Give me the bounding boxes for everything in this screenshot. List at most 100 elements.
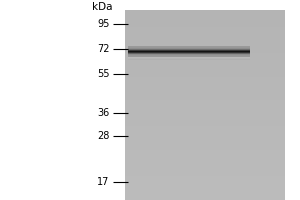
Text: 95: 95 — [97, 19, 110, 29]
Bar — [124, 124, 285, 126]
Bar — [128, 56, 250, 57]
Bar — [124, 33, 285, 36]
Bar — [128, 48, 250, 49]
Bar — [128, 47, 250, 48]
Bar — [124, 195, 285, 198]
Bar — [128, 51, 250, 52]
Bar — [124, 178, 285, 181]
Bar — [124, 59, 285, 62]
Bar — [124, 176, 285, 179]
Bar — [124, 71, 285, 74]
Bar — [124, 81, 285, 84]
Bar — [124, 145, 285, 148]
Text: kDa: kDa — [92, 2, 112, 12]
Bar — [124, 197, 285, 200]
Bar — [124, 162, 285, 164]
Bar — [124, 152, 285, 155]
Bar — [128, 58, 250, 59]
Bar — [128, 53, 250, 54]
Bar — [124, 74, 285, 77]
Bar — [128, 58, 250, 59]
Bar — [124, 169, 285, 172]
Bar — [124, 159, 285, 162]
Bar — [0, 0, 112, 200]
Bar — [128, 59, 250, 60]
Bar — [124, 90, 285, 93]
Bar — [128, 46, 250, 47]
Bar — [124, 181, 285, 183]
Bar — [124, 100, 285, 103]
Bar — [124, 88, 285, 91]
Bar — [128, 48, 250, 49]
Bar — [124, 105, 285, 107]
Bar — [128, 52, 250, 53]
Bar — [124, 173, 285, 176]
Bar — [124, 36, 285, 38]
Bar — [124, 17, 285, 20]
Text: 28: 28 — [97, 131, 110, 141]
Bar — [128, 54, 250, 55]
Bar — [124, 69, 285, 72]
Bar — [124, 67, 285, 69]
Bar — [124, 43, 285, 46]
Bar — [128, 56, 250, 57]
Bar — [124, 138, 285, 141]
Bar — [128, 49, 250, 50]
Bar — [124, 52, 285, 55]
Bar — [124, 38, 285, 41]
Bar — [128, 51, 250, 52]
Bar — [124, 19, 285, 22]
Bar — [124, 102, 285, 105]
Bar — [124, 78, 285, 81]
Bar — [128, 47, 250, 48]
Bar — [128, 59, 250, 60]
Bar — [124, 76, 285, 79]
Bar — [124, 190, 285, 193]
Bar — [124, 192, 285, 195]
Bar — [124, 40, 285, 43]
Bar — [124, 126, 285, 129]
Bar — [124, 119, 285, 122]
Bar — [124, 48, 285, 50]
Bar — [124, 188, 285, 190]
Bar — [124, 55, 285, 58]
Bar — [124, 29, 285, 31]
Text: 72: 72 — [97, 44, 110, 54]
Bar — [124, 95, 285, 98]
Bar — [124, 121, 285, 124]
Bar — [124, 116, 285, 119]
Bar — [124, 109, 285, 112]
Bar — [124, 183, 285, 186]
Bar — [124, 45, 285, 48]
Bar — [124, 64, 285, 67]
Bar — [124, 171, 285, 174]
Bar — [128, 49, 250, 50]
Bar — [124, 128, 285, 131]
Bar — [128, 54, 250, 55]
Bar — [124, 185, 285, 188]
Bar — [124, 140, 285, 143]
Bar — [124, 112, 285, 114]
Bar — [124, 147, 285, 150]
Bar — [124, 150, 285, 152]
Bar — [124, 31, 285, 34]
Bar — [124, 21, 285, 24]
Bar — [124, 12, 285, 15]
Bar — [128, 57, 250, 58]
Bar — [128, 59, 250, 60]
Bar — [124, 50, 285, 53]
Bar — [128, 52, 250, 53]
Bar — [124, 93, 285, 96]
Bar — [124, 83, 285, 86]
Bar — [128, 46, 250, 47]
Bar — [128, 50, 250, 51]
Bar — [124, 107, 285, 110]
Bar — [124, 143, 285, 145]
Bar — [124, 157, 285, 160]
Bar — [124, 135, 285, 138]
Bar — [128, 50, 250, 51]
Bar — [128, 55, 250, 56]
Bar — [124, 164, 285, 167]
Bar — [124, 57, 285, 60]
Bar — [128, 56, 250, 57]
